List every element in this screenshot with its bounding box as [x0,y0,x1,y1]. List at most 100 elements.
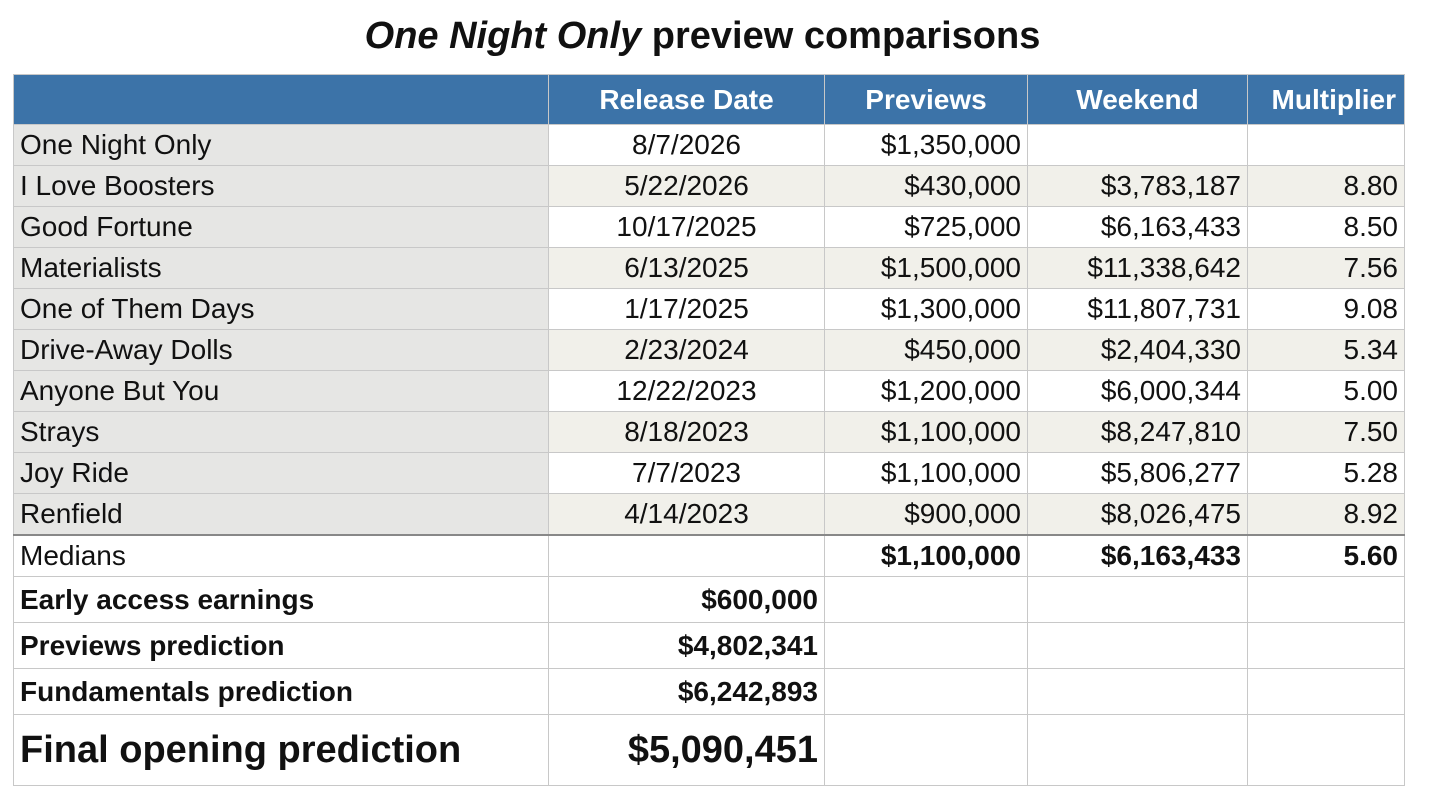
medians-label[interactable]: Medians [13,534,549,577]
previews-cell[interactable]: $1,500,000 [824,247,1028,289]
release-date-cell[interactable]: 8/7/2026 [548,124,825,166]
empty-cell[interactable] [824,576,1028,623]
previews-prediction-row: Previews prediction $4,802,341 [13,622,1405,669]
weekend-cell[interactable]: $8,247,810 [1027,411,1248,453]
multiplier-cell[interactable]: 5.28 [1247,452,1405,494]
final-prediction-row: Final opening prediction $5,090,451 [13,714,1405,786]
previews-cell[interactable]: $430,000 [824,165,1028,207]
header-film[interactable] [13,74,549,125]
films-body: One Night Only 8/7/2026 $1,350,000 I Lov… [13,124,1405,536]
film-name-cell[interactable]: One Night Only [13,124,549,166]
page-title: One Night Only preview comparisons [0,12,1405,60]
release-date-cell[interactable]: 6/13/2025 [548,247,825,289]
empty-cell[interactable] [1027,668,1248,715]
previews-prediction-label[interactable]: Previews prediction [13,622,549,669]
empty-cell[interactable] [1027,576,1248,623]
early-access-label[interactable]: Early access earnings [13,576,549,623]
final-prediction-value[interactable]: $5,090,451 [548,714,825,786]
header-weekend[interactable]: Weekend [1027,74,1248,125]
multiplier-cell[interactable]: 8.92 [1247,493,1405,536]
empty-cell[interactable] [824,668,1028,715]
previews-cell[interactable]: $1,200,000 [824,370,1028,412]
table-row: Strays 8/18/2023 $1,100,000 $8,247,810 7… [13,411,1405,453]
release-date-cell[interactable]: 2/23/2024 [548,329,825,371]
weekend-cell[interactable]: $11,807,731 [1027,288,1248,330]
film-name-cell[interactable]: Joy Ride [13,452,549,494]
film-name-cell[interactable]: One of Them Days [13,288,549,330]
medians-previews[interactable]: $1,100,000 [824,534,1028,577]
early-access-row: Early access earnings $600,000 [13,576,1405,623]
empty-cell[interactable] [1247,714,1405,786]
weekend-cell[interactable]: $8,026,475 [1027,493,1248,536]
multiplier-cell[interactable]: 9.08 [1247,288,1405,330]
empty-cell[interactable] [1247,622,1405,669]
multiplier-cell[interactable]: 7.50 [1247,411,1405,453]
previews-cell[interactable]: $450,000 [824,329,1028,371]
multiplier-cell[interactable] [1247,124,1405,166]
table-row: Drive-Away Dolls 2/23/2024 $450,000 $2,4… [13,329,1405,371]
weekend-cell[interactable]: $3,783,187 [1027,165,1248,207]
film-name-cell[interactable]: I Love Boosters [13,165,549,207]
release-date-cell[interactable]: 7/7/2023 [548,452,825,494]
film-name-cell[interactable]: Good Fortune [13,206,549,248]
medians-multiplier[interactable]: 5.60 [1247,534,1405,577]
header-previews[interactable]: Previews [824,74,1028,125]
previews-cell[interactable]: $1,350,000 [824,124,1028,166]
header-multiplier[interactable]: Multiplier [1247,74,1405,125]
film-name-cell[interactable]: Strays [13,411,549,453]
weekend-cell[interactable]: $11,338,642 [1027,247,1248,289]
multiplier-cell[interactable]: 8.50 [1247,206,1405,248]
film-name-cell[interactable]: Renfield [13,493,549,536]
film-name-cell[interactable]: Anyone But You [13,370,549,412]
medians-row: Medians $1,100,000 $6,163,433 5.60 [13,534,1405,577]
comparison-table: Release Date Previews Weekend Multiplier… [13,74,1405,786]
medians-release-date-cell[interactable] [548,534,825,577]
weekend-cell[interactable]: $2,404,330 [1027,329,1248,371]
table-row: One Night Only 8/7/2026 $1,350,000 [13,124,1405,166]
early-access-value[interactable]: $600,000 [548,576,825,623]
empty-cell[interactable] [1247,668,1405,715]
weekend-cell[interactable]: $6,000,344 [1027,370,1248,412]
previews-prediction-value[interactable]: $4,802,341 [548,622,825,669]
multiplier-cell[interactable]: 8.80 [1247,165,1405,207]
empty-cell[interactable] [824,714,1028,786]
table-row: One of Them Days 1/17/2025 $1,300,000 $1… [13,288,1405,330]
table-row: Joy Ride 7/7/2023 $1,100,000 $5,806,277 … [13,452,1405,494]
film-name-cell[interactable]: Drive-Away Dolls [13,329,549,371]
empty-cell[interactable] [824,622,1028,669]
release-date-cell[interactable]: 1/17/2025 [548,288,825,330]
fundamentals-prediction-label[interactable]: Fundamentals prediction [13,668,549,715]
multiplier-cell[interactable]: 5.00 [1247,370,1405,412]
table-row: Good Fortune 10/17/2025 $725,000 $6,163,… [13,206,1405,248]
empty-cell[interactable] [1247,576,1405,623]
table-row: I Love Boosters 5/22/2026 $430,000 $3,78… [13,165,1405,207]
previews-cell[interactable]: $900,000 [824,493,1028,536]
previews-cell[interactable]: $1,100,000 [824,452,1028,494]
fundamentals-prediction-value[interactable]: $6,242,893 [548,668,825,715]
table-row: Renfield 4/14/2023 $900,000 $8,026,475 8… [13,493,1405,536]
previews-cell[interactable]: $1,100,000 [824,411,1028,453]
table-row: Materialists 6/13/2025 $1,500,000 $11,33… [13,247,1405,289]
release-date-cell[interactable]: 5/22/2026 [548,165,825,207]
weekend-cell[interactable]: $6,163,433 [1027,206,1248,248]
release-date-cell[interactable]: 10/17/2025 [548,206,825,248]
multiplier-cell[interactable]: 7.56 [1247,247,1405,289]
previews-cell[interactable]: $1,300,000 [824,288,1028,330]
release-date-cell[interactable]: 4/14/2023 [548,493,825,536]
weekend-cell[interactable] [1027,124,1248,166]
medians-weekend[interactable]: $6,163,433 [1027,534,1248,577]
final-prediction-label[interactable]: Final opening prediction [13,714,549,786]
film-name-cell[interactable]: Materialists [13,247,549,289]
title-rest: preview comparisons [641,15,1041,57]
multiplier-cell[interactable]: 5.34 [1247,329,1405,371]
fundamentals-prediction-row: Fundamentals prediction $6,242,893 [13,668,1405,715]
release-date-cell[interactable]: 12/22/2023 [548,370,825,412]
table-row: Anyone But You 12/22/2023 $1,200,000 $6,… [13,370,1405,412]
title-italic: One Night Only [364,15,642,57]
release-date-cell[interactable]: 8/18/2023 [548,411,825,453]
header-release-date[interactable]: Release Date [548,74,825,125]
empty-cell[interactable] [1027,714,1248,786]
previews-cell[interactable]: $725,000 [824,206,1028,248]
weekend-cell[interactable]: $5,806,277 [1027,452,1248,494]
empty-cell[interactable] [1027,622,1248,669]
